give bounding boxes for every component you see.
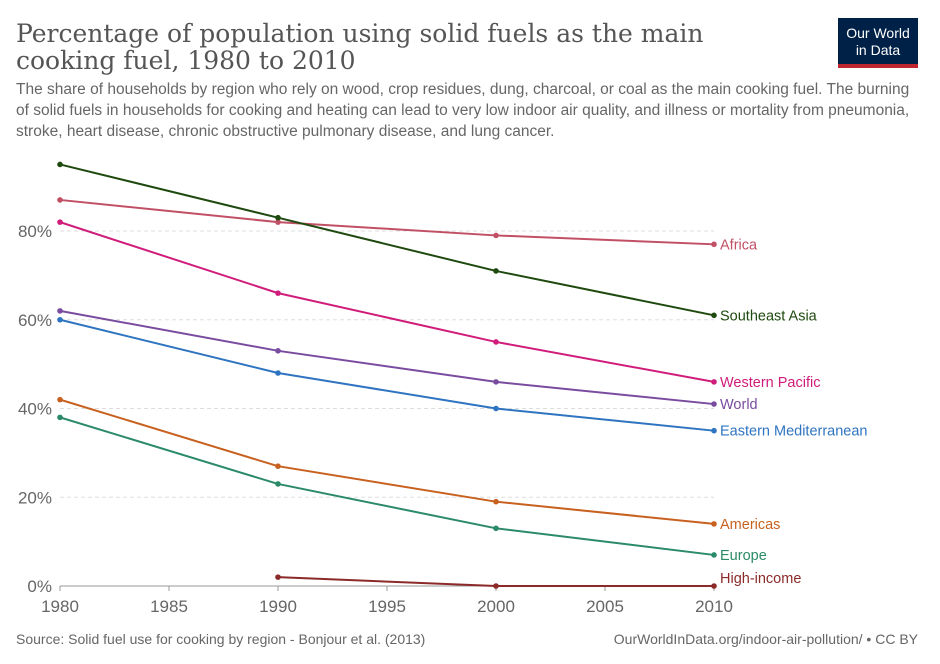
series-line[interactable] [59, 398, 715, 525]
chart-subtitle: The share of households by region who re… [16, 81, 910, 140]
data-point[interactable] [275, 348, 281, 354]
series-label[interactable]: High-income [720, 571, 801, 587]
series-lines [57, 161, 717, 589]
series-label[interactable]: Eastern Mediterranean [720, 424, 868, 440]
data-point[interactable] [275, 370, 281, 376]
x-tick-label: 1980 [41, 597, 79, 616]
data-point[interactable] [57, 219, 63, 225]
data-point[interactable] [493, 268, 499, 274]
source-note[interactable]: Source: Solid fuel use for cooking by re… [16, 631, 426, 647]
x-tick-label: 1995 [368, 597, 406, 616]
data-point[interactable] [493, 405, 499, 412]
data-point[interactable] [711, 427, 717, 434]
data-point[interactable] [493, 339, 499, 345]
data-point[interactable] [275, 290, 281, 296]
y-tick-label: 80% [18, 222, 52, 241]
logo-line-1: Our World [846, 25, 910, 41]
series-label[interactable]: Americas [720, 517, 780, 533]
data-point[interactable] [275, 574, 281, 580]
chart-title: Percentage of population using solid fue… [16, 19, 704, 75]
x-tick-label: 2010 [695, 597, 733, 616]
series-line[interactable] [59, 163, 715, 317]
series-label[interactable]: Southeast Asia [720, 308, 818, 324]
data-point[interactable] [711, 312, 717, 319]
data-point[interactable] [493, 583, 499, 589]
y-tick-label: 40% [18, 400, 52, 419]
data-point[interactable] [493, 498, 499, 505]
series-label[interactable]: World [720, 397, 758, 413]
series-label[interactable]: Western Pacific [720, 375, 820, 391]
data-point[interactable] [275, 463, 281, 469]
license-link[interactable]: OurWorldInData.org/indoor-air-pollution/… [613, 631, 918, 647]
data-point[interactable] [711, 401, 717, 407]
axes: 0% 20% 40% 60% 80% 1980 1985 1990 1995 2000 2005 20… [18, 222, 733, 616]
data-point[interactable] [711, 583, 717, 589]
data-point[interactable] [57, 396, 63, 403]
series-labels: Africa Southeast Asia Western Pacific World… [720, 237, 868, 587]
data-point[interactable] [711, 552, 717, 558]
data-point[interactable] [57, 308, 63, 314]
data-point[interactable] [493, 525, 499, 532]
x-tick-label: 1990 [259, 597, 297, 616]
data-point[interactable] [275, 219, 281, 225]
x-tick-label: 2005 [586, 597, 624, 616]
series-line[interactable] [59, 198, 715, 246]
data-point[interactable] [493, 379, 499, 385]
grid-lines [60, 230, 714, 498]
series-label[interactable]: Europe [720, 548, 767, 564]
x-tick-label: 1985 [150, 597, 188, 616]
series-line[interactable] [59, 309, 715, 406]
data-point[interactable] [711, 379, 717, 385]
data-point[interactable] [275, 214, 281, 221]
data-point[interactable] [711, 521, 717, 527]
data-point[interactable] [57, 161, 63, 168]
data-point[interactable] [493, 232, 499, 239]
data-point[interactable] [57, 414, 63, 421]
data-point[interactable] [711, 241, 717, 248]
x-tick-label: 2000 [477, 597, 515, 616]
series-line[interactable] [59, 416, 715, 556]
series-line[interactable] [59, 318, 715, 432]
y-tick-label: 20% [18, 488, 52, 507]
logo-line-2: in Data [855, 42, 901, 58]
series-label[interactable]: Africa [720, 237, 758, 253]
data-point[interactable] [275, 481, 281, 487]
data-point[interactable] [57, 316, 63, 323]
y-tick-label: 0% [27, 577, 52, 596]
y-tick-label: 60% [18, 311, 52, 330]
owid-logo[interactable]: Our World in Data [838, 18, 918, 68]
series-line[interactable] [59, 221, 715, 383]
data-point[interactable] [57, 197, 63, 203]
